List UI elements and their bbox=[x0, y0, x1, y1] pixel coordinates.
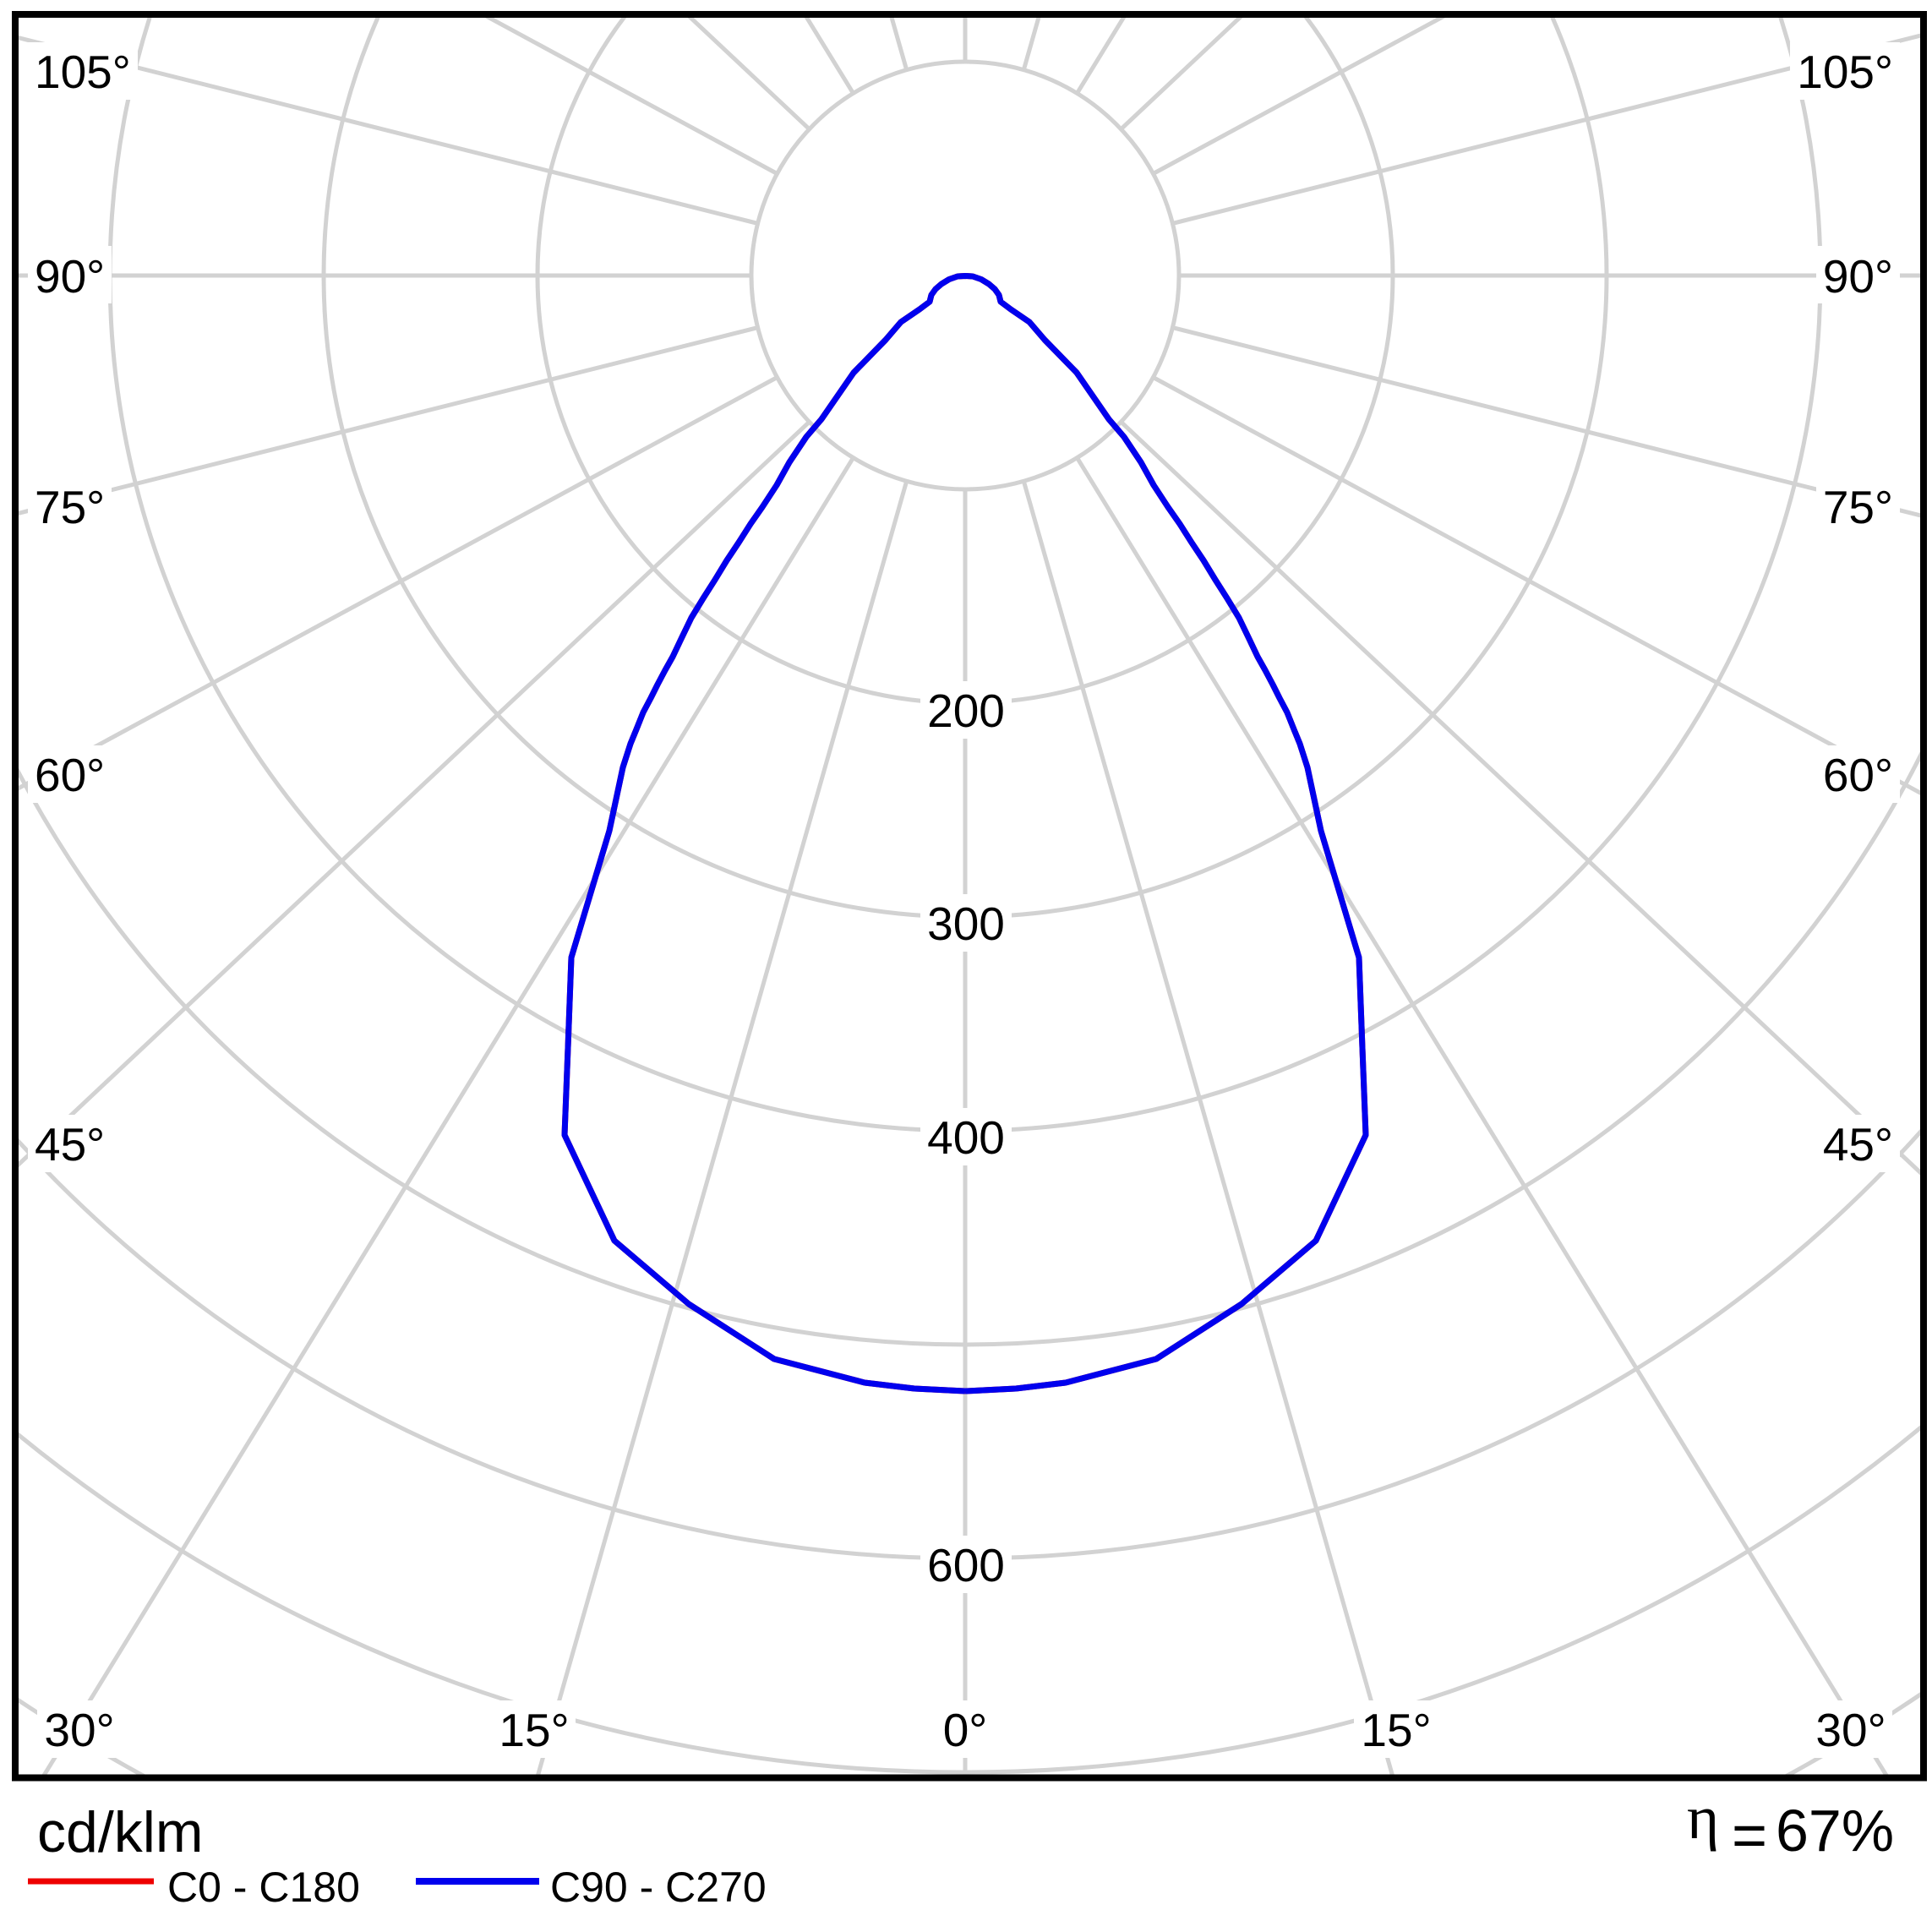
svg-text:75°: 75° bbox=[35, 481, 105, 533]
svg-text:105°: 105° bbox=[35, 46, 131, 98]
svg-text:30°: 30° bbox=[1815, 1704, 1886, 1756]
svg-text:15°: 15° bbox=[1361, 1704, 1431, 1756]
svg-text:15°: 15° bbox=[499, 1704, 569, 1756]
svg-text:=: = bbox=[1732, 1802, 1767, 1869]
svg-text:75°: 75° bbox=[1823, 481, 1893, 533]
svg-text:0°: 0° bbox=[943, 1704, 988, 1756]
svg-text:400: 400 bbox=[927, 1111, 1005, 1164]
svg-text:45°: 45° bbox=[1823, 1118, 1893, 1171]
svg-text:60°: 60° bbox=[35, 749, 105, 801]
svg-text:67%: 67% bbox=[1776, 1798, 1894, 1864]
svg-text:300: 300 bbox=[927, 898, 1005, 950]
svg-text:90°: 90° bbox=[1823, 250, 1893, 303]
svg-text:200: 200 bbox=[927, 685, 1005, 737]
svg-text:C0 - C180: C0 - C180 bbox=[167, 1864, 360, 1911]
svg-text:30°: 30° bbox=[44, 1704, 114, 1756]
svg-text:cd/klm: cd/klm bbox=[37, 1800, 203, 1864]
svg-text:η: η bbox=[1687, 1783, 1719, 1852]
svg-text:60°: 60° bbox=[1823, 749, 1893, 801]
svg-text:90°: 90° bbox=[35, 250, 105, 303]
svg-text:600: 600 bbox=[927, 1539, 1005, 1591]
svg-text:105°: 105° bbox=[1797, 46, 1893, 98]
svg-text:45°: 45° bbox=[35, 1118, 105, 1171]
svg-text:C90 - C270: C90 - C270 bbox=[550, 1864, 767, 1911]
